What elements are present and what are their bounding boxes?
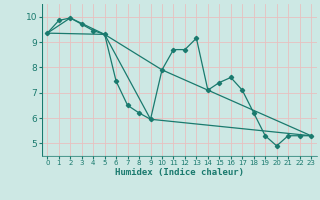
X-axis label: Humidex (Indice chaleur): Humidex (Indice chaleur) (115, 168, 244, 177)
